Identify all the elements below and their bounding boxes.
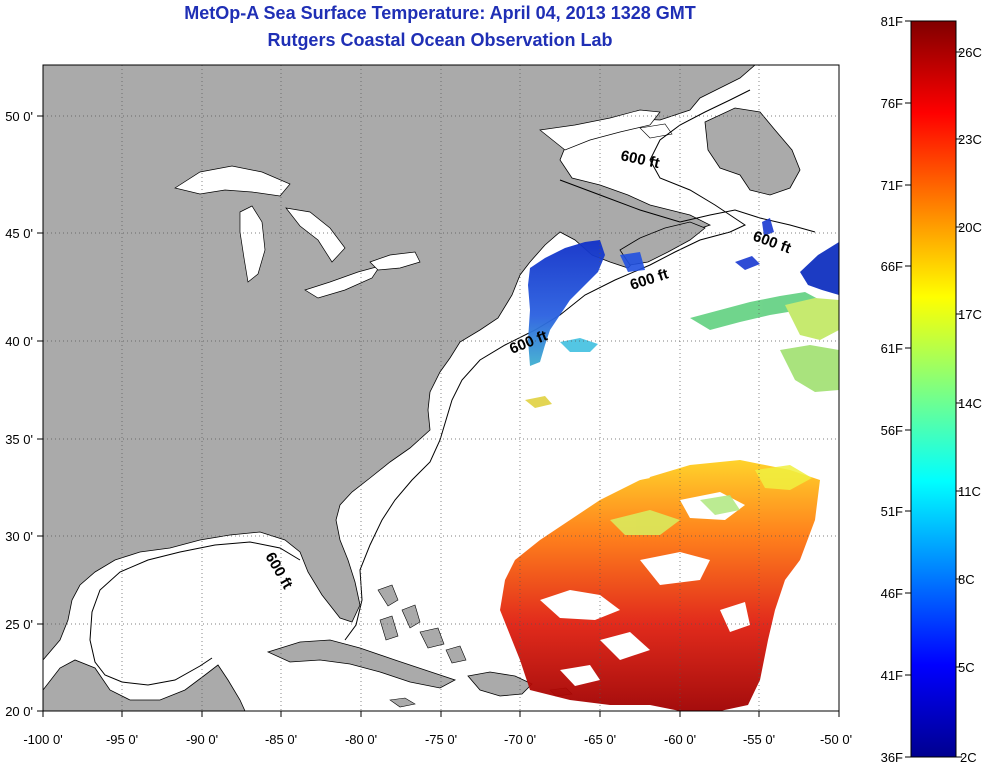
colorbar-f-label: 41F (881, 668, 903, 683)
lat-label: 20 0' (5, 704, 33, 719)
sst-warm-highlights (610, 465, 812, 535)
colorbar-ticks (905, 20, 962, 758)
lake-st-john (639, 123, 673, 139)
colorbar-c-label: 17C (958, 307, 982, 322)
map-title: MetOp-A Sea Surface Temperature: April 0… (184, 3, 696, 23)
colorbar-f-label: 61F (881, 341, 903, 356)
lon-label: -90 0' (186, 732, 218, 747)
lon-label: -50 0' (820, 732, 852, 747)
colorbar-f-label: 76F (881, 96, 903, 111)
colorbar-c-label: 26C (958, 45, 982, 60)
sst-cold-patch-ne (800, 242, 839, 295)
isobath-600ft-gulf (89, 541, 301, 686)
lat-label: 40 0' (5, 334, 33, 349)
colorbar-f-label: 66F (881, 259, 903, 274)
lon-label: -95 0' (106, 732, 138, 747)
lat-label: 50 0' (5, 109, 33, 124)
sst-cold-fragments (735, 218, 774, 270)
lon-label: -55 0' (743, 732, 775, 747)
isobath-600ft-north (559, 179, 816, 233)
colorbar-f-label: 71F (881, 178, 903, 193)
colorbar-c-label: 14C (958, 396, 982, 411)
longitude-labels: -100 0' -95 0' -90 0' -85 0' -80 0' -75 … (23, 732, 852, 747)
land-north-america (43, 65, 756, 661)
colorbar-f-label: 36F (881, 750, 903, 765)
colorbar-c-label: 5C (958, 660, 975, 675)
latitude-labels: 20 0' 25 0' 30 0' 35 0' 40 0' 45 0' 50 0… (5, 109, 33, 719)
colorbar-f-label: 46F (881, 586, 903, 601)
colorbar-c-label: 20C (958, 220, 982, 235)
map-ticks (37, 115, 840, 717)
lon-label: -60 0' (664, 732, 696, 747)
lat-label: 35 0' (5, 432, 33, 447)
colorbar (910, 20, 957, 758)
colorbar-c-label: 11C (958, 484, 981, 499)
colorbar-f-label: 51F (881, 504, 903, 519)
lon-label: -75 0' (425, 732, 457, 747)
land-cuba (266, 639, 457, 689)
land-jamaica (389, 697, 416, 708)
land-hispaniola (467, 671, 533, 697)
map-grid (43, 65, 839, 711)
colorbar-f-label: 81F (881, 14, 903, 29)
lat-label: 45 0' (5, 226, 33, 241)
map-subtitle: Rutgers Coastal Ocean Observation Lab (267, 30, 613, 50)
colorbar-fahrenheit-labels: 81F 76F 71F 66F 61F 56F 51F 46F 41F 36F (881, 14, 903, 765)
colorbar-c-label: 8C (958, 572, 975, 587)
lon-label: -65 0' (584, 732, 616, 747)
sst-mid-patches (525, 292, 839, 408)
sst-cold-patch-nova (620, 252, 645, 272)
colorbar-f-label: 56F (881, 423, 903, 438)
bahamas-islands (377, 584, 467, 664)
colorbar-c-label: 23C (958, 132, 982, 147)
lon-label: -80 0' (345, 732, 377, 747)
sst-warm-block (500, 460, 820, 711)
colorbar-celsius-labels: 26C 23C 20C 17C 14C 11C 8C 5C 2C (958, 45, 982, 765)
lat-label: 25 0' (5, 617, 33, 632)
lat-label: 30 0' (5, 529, 33, 544)
sst-cold-patch (528, 240, 605, 366)
lon-label: -85 0' (265, 732, 297, 747)
land-newfoundland (704, 107, 801, 196)
land-yucatan (43, 659, 246, 711)
colorbar-c-label: 2C (960, 750, 977, 765)
lon-label: -100 0' (23, 732, 62, 747)
lon-label: -70 0' (504, 732, 536, 747)
